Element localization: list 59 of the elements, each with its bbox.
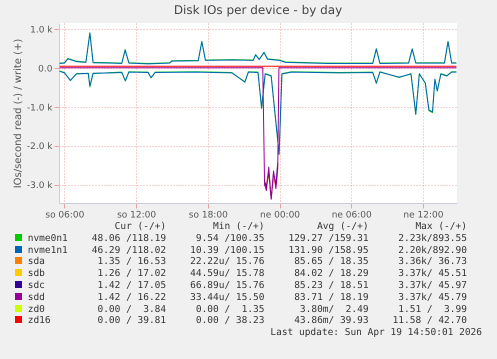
text: 66.89u/ 15.76 bbox=[189, 280, 264, 292]
text: 85.65 / 18.35 bbox=[293, 256, 369, 268]
text: 22.22u/ 15.76 bbox=[189, 256, 264, 268]
text: 83.71 / 18.19 bbox=[293, 292, 369, 304]
text: 84.02 / 18.29 bbox=[293, 268, 369, 280]
text: 48.06 /118.19 bbox=[90, 232, 166, 245]
text: 0.00 / 3.84 bbox=[96, 304, 166, 316]
legend-label: zd16 bbox=[26, 315, 52, 328]
text: 3.37k/ 45.51 bbox=[397, 268, 467, 280]
text: 0.00 / 39.81 bbox=[96, 315, 166, 328]
text: 43.86m/ 39.93 bbox=[293, 315, 369, 328]
y-tick-label: 0.0 bbox=[38, 64, 53, 74]
legend-label: sdd bbox=[26, 292, 46, 304]
text: 3.80m/ 2.49 bbox=[298, 304, 369, 316]
text: 85.23 / 18.51 bbox=[293, 280, 369, 292]
text: 44.59u/ 15.78 bbox=[189, 268, 264, 280]
text: 3.36k/ 36.73 bbox=[397, 256, 467, 268]
text: Min (-/+) bbox=[212, 221, 264, 233]
text: 0.00 / 38.23 bbox=[194, 315, 264, 328]
legend-label: sdb bbox=[26, 268, 46, 280]
y-axis-title: IOs/second read (-) / write (+) bbox=[12, 38, 24, 188]
text: Avg (-/+) bbox=[316, 221, 369, 233]
text: 3.37k/ 45.79 bbox=[397, 292, 467, 304]
text: Max (-/+) bbox=[414, 221, 467, 233]
x-tick-label: so 12:00 bbox=[117, 210, 156, 220]
legend-label: zd0 bbox=[26, 304, 46, 316]
text: 9.54 /100.35 bbox=[194, 232, 264, 245]
x-tick-label: ne 12:00 bbox=[403, 210, 444, 220]
x-tick-label: ne 00:00 bbox=[260, 210, 300, 220]
x-tick-label: so 06:00 bbox=[45, 210, 85, 220]
legend-label: nvme1n1 bbox=[26, 244, 68, 256]
text: 46.29 /118.02 bbox=[90, 244, 166, 256]
text: 3.37k/ 45.97 bbox=[397, 280, 467, 292]
x-tick-label: so 18:00 bbox=[188, 210, 228, 220]
text: Last update: Sun Apr 19 14:50:01 2026 bbox=[269, 327, 482, 338]
text: 1.51 / 3.99 bbox=[397, 304, 467, 316]
text: 131.90 /158.95 bbox=[287, 244, 369, 256]
text: 11.58 / 42.70 bbox=[392, 315, 467, 328]
text: Cur (-/+) bbox=[114, 221, 166, 233]
text: 129.27 /159.31 bbox=[287, 232, 369, 245]
text: 0.00 / 1.35 bbox=[194, 304, 264, 316]
text: 1.42 / 16.22 bbox=[96, 292, 166, 304]
y-tick-label: -2.0 k bbox=[26, 142, 54, 152]
chart-title: Disk IOs per device - by day bbox=[174, 3, 342, 17]
text: 1.26 / 17.02 bbox=[96, 268, 166, 280]
x-tick-label: ne 06:00 bbox=[332, 210, 372, 220]
y-tick-label: -1.0 k bbox=[26, 103, 54, 114]
y-tick-label: 1.0 k bbox=[30, 25, 54, 36]
text: 2.23k/893.55 bbox=[397, 232, 467, 245]
text: 1.35 / 16.53 bbox=[96, 256, 166, 268]
text: 33.44u/ 15.50 bbox=[189, 292, 264, 304]
text: 2.20k/892.90 bbox=[397, 244, 467, 256]
y-tick-label: -3.0 k bbox=[26, 181, 54, 192]
legend-label: nvme0n1 bbox=[26, 232, 68, 245]
line-series bbox=[59, 67, 457, 200]
legend-label: sdc bbox=[26, 280, 46, 292]
text: 10.39 /100.15 bbox=[189, 244, 264, 256]
legend-label: sda bbox=[26, 256, 46, 268]
text: 1.42 / 17.05 bbox=[96, 280, 166, 292]
